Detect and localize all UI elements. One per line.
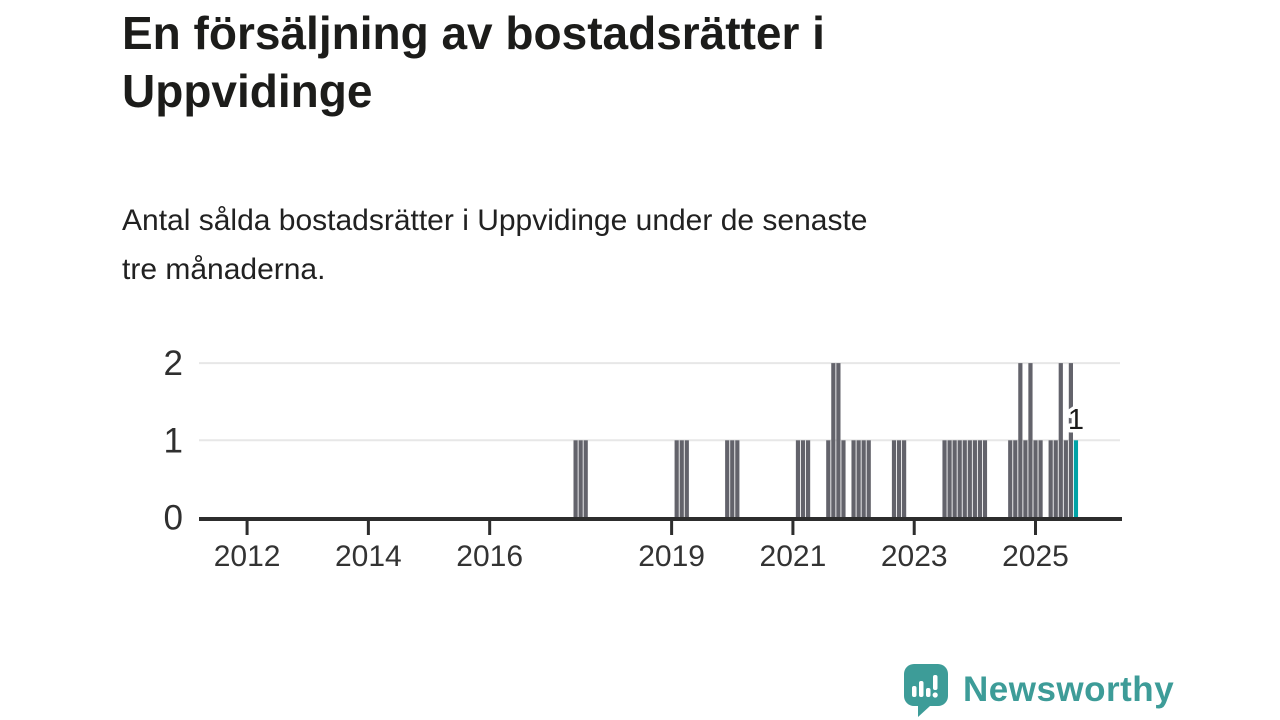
bar-2022-10 — [896, 440, 902, 519]
bar-2022-01 — [851, 440, 856, 519]
bar-2024-11 — [1023, 440, 1028, 519]
x-tick-2012 — [245, 521, 249, 535]
x-tick-2016 — [488, 521, 492, 535]
bar-2023-09 — [952, 440, 957, 519]
bar-2019-04 — [684, 440, 689, 519]
x-axis-label-2023: 2023 — [881, 540, 948, 573]
bar-2023-11 — [962, 440, 967, 519]
bar-2024-08 — [1008, 440, 1013, 519]
x-axis-label-2021: 2021 — [760, 540, 827, 573]
y-axis-label-1: 1 — [164, 421, 183, 460]
y-axis-label-2: 2 — [164, 344, 183, 383]
bar-2025-06 — [1058, 363, 1063, 519]
bar-2021-09 — [831, 363, 836, 519]
bar-2022-03 — [861, 440, 866, 519]
bar-2025-05 — [1053, 440, 1058, 519]
bar-2017-06 — [573, 440, 578, 519]
newsworthy-logo: Newsworthy — [898, 662, 1174, 718]
bar-2023-08 — [947, 440, 952, 519]
bar-2021-11 — [841, 440, 846, 519]
logo-bar-2 — [919, 681, 924, 697]
bar-2024-01 — [972, 440, 977, 519]
bar-2023-10 — [957, 440, 962, 519]
bar-2023-12 — [967, 440, 972, 519]
bar-2017-07 — [578, 440, 583, 519]
bar-2025-08 — [1068, 363, 1073, 519]
x-tick-2025 — [1034, 521, 1038, 535]
bar-2022-02 — [856, 440, 861, 519]
bar-2025-01 — [1033, 440, 1038, 519]
bar-2019-12 — [725, 440, 730, 519]
bar-2023-07 — [942, 440, 947, 519]
bar-2021-02 — [795, 440, 801, 519]
x-tick-2021 — [791, 521, 795, 535]
bar-2020-02 — [735, 440, 740, 519]
page-title: En försäljning av bostadsrätter i Uppvid… — [122, 4, 1162, 120]
x-axis-label-2025: 2025 — [1002, 540, 1069, 573]
chart-subtitle-line1: Antal sålda bostadsrätter i Uppvidinge u… — [122, 204, 868, 237]
logo-exclamation-stem — [933, 675, 938, 690]
bar-2020-01 — [730, 440, 735, 519]
chart-subtitle: Antal sålda bostadsrätter i Uppvidinge u… — [122, 196, 1182, 294]
logo-exclamation-dot — [932, 692, 938, 698]
bar-2025-09 — [1073, 440, 1079, 519]
speech-bubble-bar-chart-icon — [904, 664, 948, 717]
highlight-value-label: 1 — [1068, 404, 1084, 436]
bar-2019-03 — [679, 440, 684, 519]
bar-2017-08 — [583, 440, 588, 519]
x-tick-2023 — [912, 521, 916, 535]
brand-name: Newsworthy — [963, 670, 1175, 709]
y-axis-label-0: 0 — [164, 499, 183, 538]
logo-bar-1 — [912, 686, 917, 697]
page-title-line1: En försäljning av bostadsrätter i — [122, 7, 825, 59]
bar-2021-08 — [826, 440, 831, 519]
bar-2021-03 — [800, 440, 806, 519]
x-axis-label-2014: 2014 — [335, 540, 402, 573]
bar-2022-09 — [891, 440, 897, 519]
bar-2024-03 — [982, 440, 988, 519]
bar-2024-12 — [1028, 363, 1033, 519]
x-axis-label-2016: 2016 — [456, 540, 523, 573]
bar-2025-04 — [1048, 440, 1053, 519]
bar-2025-07 — [1063, 440, 1068, 519]
bar-2024-09 — [1013, 440, 1018, 519]
bar-2019-02 — [674, 440, 679, 519]
bar-2021-04 — [805, 440, 811, 519]
x-axis-label-2012: 2012 — [214, 540, 281, 573]
bar-2022-04 — [866, 440, 871, 519]
logo-bar-3 — [926, 688, 931, 697]
x-tick-2014 — [366, 521, 370, 535]
page-title-line2: Uppvidinge — [122, 65, 373, 117]
bar-2022-11 — [902, 440, 907, 519]
x-axis-line — [199, 517, 1122, 521]
x-axis-label-2019: 2019 — [638, 540, 705, 573]
bar-2024-10 — [1018, 363, 1023, 519]
chart-subtitle-line2: tre månaderna. — [122, 253, 326, 286]
bar-2024-02 — [977, 440, 983, 519]
bar-2021-10 — [836, 363, 841, 519]
x-tick-2019 — [670, 521, 674, 535]
bar-2025-02 — [1038, 440, 1043, 519]
